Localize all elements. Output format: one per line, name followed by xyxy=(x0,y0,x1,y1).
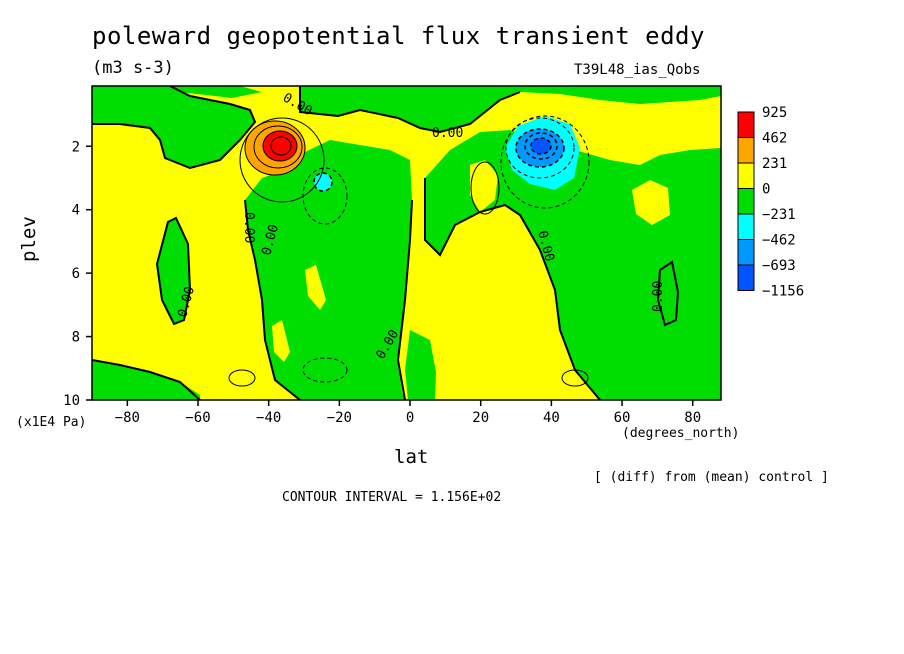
contour-pos-3 xyxy=(262,130,298,162)
region-green-left-cell xyxy=(157,218,190,324)
legend-swatch xyxy=(737,264,755,291)
y-tick-label: 4 xyxy=(72,203,80,219)
plot-area xyxy=(92,86,721,400)
y-tick-label: 6 xyxy=(72,266,80,282)
contour-pos-1 xyxy=(244,120,306,176)
y-tick-label: 10 xyxy=(63,393,80,409)
x-tick-label: 60 xyxy=(614,410,631,426)
legend-swatch xyxy=(737,137,755,164)
legend-swatch xyxy=(737,213,755,240)
contour-neg-1 xyxy=(505,117,575,179)
legend-label: −231 xyxy=(762,207,796,223)
pressure-scale-label: (x1E4 Pa) xyxy=(16,415,87,430)
legend: 925 462 231 0 −231 −462 −693 −1156 xyxy=(737,105,804,300)
negative-cell-small xyxy=(314,173,332,191)
contour-neg-small-outer xyxy=(302,167,348,225)
region-yellow-island-sh xyxy=(305,265,326,310)
region-yellow-island-nh-low xyxy=(520,325,540,372)
legend-label: 0 xyxy=(762,182,770,198)
region-yellow-island-eq xyxy=(470,160,498,212)
region-green-left-top-edge xyxy=(92,86,262,98)
chart-title: poleward geopotential flux transient edd… xyxy=(92,22,705,50)
experiment-label: T39L48_ias_Qobs xyxy=(574,62,701,78)
legend-swatch xyxy=(737,188,755,215)
legend-swatch xyxy=(737,239,755,266)
contour-pos-low-left xyxy=(228,369,256,387)
x-tick-label: 0 xyxy=(406,410,414,426)
contour-zero-7 xyxy=(656,260,680,327)
contour-label: 0.00 xyxy=(241,212,256,243)
x-tick-label: −40 xyxy=(256,410,281,426)
contour-zero-1 xyxy=(92,86,257,170)
x-tick-label: 80 xyxy=(684,410,701,426)
x-axis-label: lat xyxy=(394,446,429,468)
legend-label: 231 xyxy=(762,156,787,172)
region-yellow-island-right xyxy=(632,180,670,225)
contour-neg-small xyxy=(313,172,333,192)
legend-swatch xyxy=(737,162,755,189)
x-axis-unit: (degrees_north) xyxy=(622,426,740,441)
contour-zero-3 xyxy=(396,199,413,400)
contour-pos-low-right xyxy=(561,369,589,387)
region-green-top-left xyxy=(92,86,255,168)
x-tick-label: 20 xyxy=(472,410,489,426)
region-yellow-island-nh xyxy=(490,238,518,304)
legend-label: −693 xyxy=(762,258,796,274)
x-tick-label: −60 xyxy=(185,410,210,426)
contour-pos-4 xyxy=(270,136,292,156)
legend-label: 925 xyxy=(762,105,787,121)
contour-neg-low-center xyxy=(302,357,348,383)
contour-label: 0.00 xyxy=(432,126,463,141)
region-green-center-bottom xyxy=(405,330,436,400)
contour-neg-4 xyxy=(530,137,552,155)
legend-swatch xyxy=(737,111,755,138)
contour-lines xyxy=(92,86,680,400)
contour-label: 0.00 xyxy=(651,281,666,312)
y-tick-label: 2 xyxy=(72,139,80,155)
axes: −80 −60 −40 −20 0 20 40 60 80 2 4 6 8 10 xyxy=(63,139,701,426)
region-yellow-island-sh-low xyxy=(272,320,290,362)
contour-zero-5 xyxy=(299,86,521,134)
contour-pos-2 xyxy=(253,125,303,169)
positive-cell-red xyxy=(263,131,297,161)
region-green-left-band xyxy=(92,360,200,400)
contour-zero-8 xyxy=(92,359,201,400)
y-tick-label: 8 xyxy=(72,330,80,346)
legend-label: 462 xyxy=(762,131,787,147)
contour-neg-3 xyxy=(524,132,558,160)
y-axis-label: plev xyxy=(18,216,40,262)
region-green-south-midlat xyxy=(245,140,412,400)
contour-neg-2 xyxy=(515,128,565,168)
diff-note: [ (diff) from (mean) control ] xyxy=(594,470,829,485)
units-label: (m3 s-3) xyxy=(92,58,174,78)
region-green-north-bottom xyxy=(688,318,718,365)
contour-interval-note: CONTOUR INTERVAL = 1.156E+02 xyxy=(282,490,502,505)
contour-pos-eq xyxy=(470,161,500,215)
contour-zero-4 xyxy=(424,178,601,400)
contour-zero-6 xyxy=(155,216,192,326)
contour-neg-outer xyxy=(500,115,590,209)
region-green-nh-cell xyxy=(658,262,678,325)
x-tick-label: 40 xyxy=(543,410,560,426)
legend-label: −1156 xyxy=(762,284,804,300)
negative-cell-blue xyxy=(531,138,551,154)
plot-frame xyxy=(91,85,722,401)
contour-zero-2 xyxy=(244,199,301,400)
x-tick-label: −20 xyxy=(327,410,352,426)
contour-pos-outer xyxy=(239,117,325,203)
legend-label: −462 xyxy=(762,233,796,249)
x-tick-label: −80 xyxy=(115,410,140,426)
